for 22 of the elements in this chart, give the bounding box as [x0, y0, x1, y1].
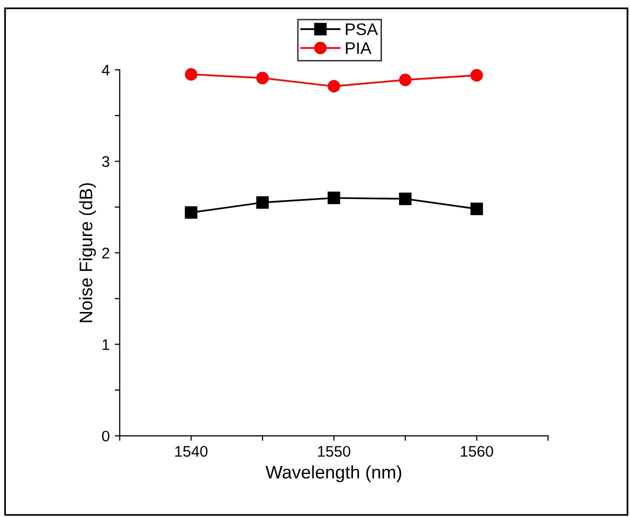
y-tick-label: 0	[102, 430, 110, 442]
x-tick-label: 1550	[318, 446, 350, 457]
point	[184, 68, 198, 81]
point	[256, 72, 269, 84]
x-axis-title: Wavelength (nm)	[266, 465, 402, 482]
point	[328, 80, 340, 93]
legend-label: PSA	[346, 23, 378, 36]
point	[184, 206, 198, 219]
point	[470, 202, 483, 216]
point	[328, 192, 340, 204]
point	[470, 69, 483, 82]
legend-label: PIA	[346, 42, 372, 54]
y-tick-label: 1	[102, 339, 110, 350]
y-axis-title: Noise Figure (dB)	[79, 183, 96, 322]
point	[256, 196, 269, 209]
x-tick-label: 1560	[460, 446, 494, 457]
y-tick-label: 2	[102, 248, 110, 258]
x-tick-label: 1540	[175, 446, 208, 457]
y-tick-label: 4	[102, 64, 110, 76]
point	[399, 74, 412, 86]
point	[399, 192, 412, 206]
y-tick-label: 3	[102, 156, 110, 167]
